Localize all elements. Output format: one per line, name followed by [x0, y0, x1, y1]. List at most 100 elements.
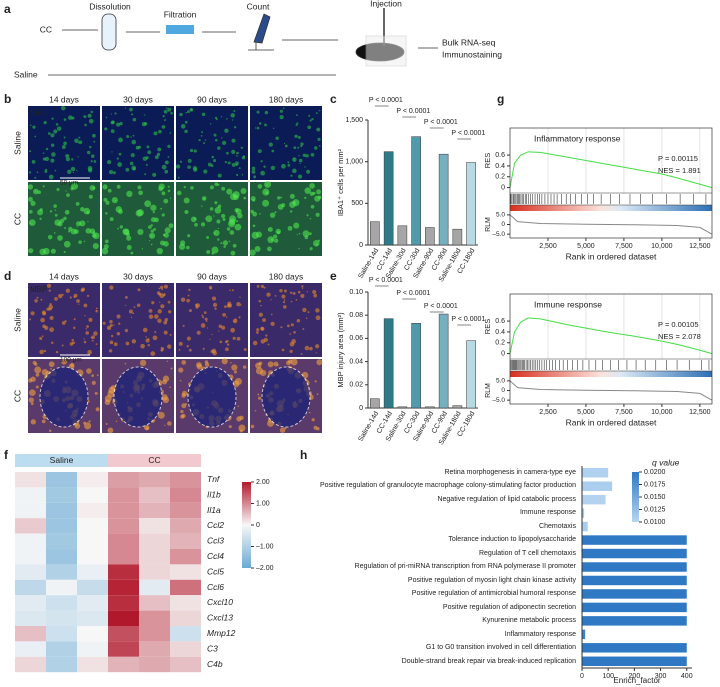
p-value: P < 0.0001: [396, 290, 430, 297]
panel-label: e: [330, 269, 337, 283]
heat-cell: [77, 549, 108, 565]
texture: [39, 248, 46, 256]
texture: [204, 139, 207, 141]
category-label-box: Regulation of T cell chemotaxis: [479, 550, 576, 557]
y-tick-label: 1,000: [345, 159, 363, 166]
heat-cell: [15, 564, 46, 580]
heat-cell: [108, 502, 139, 519]
texture: [175, 164, 181, 169]
texture: [28, 209, 33, 214]
microscope: [248, 13, 274, 51]
texture: [34, 190, 37, 192]
category-label-box: Positive regulation of adiponectin secre…: [443, 604, 576, 611]
texture: [273, 361, 279, 367]
texture: [238, 424, 246, 432]
texture: [126, 134, 130, 138]
texture: [150, 204, 157, 211]
texture: [254, 127, 257, 129]
texture: [280, 326, 283, 329]
texture: [262, 188, 270, 196]
texture: [232, 336, 236, 340]
bar: [582, 468, 609, 478]
texture: [115, 206, 122, 213]
texture: [186, 245, 190, 250]
heat-cell: [46, 610, 77, 626]
texture: [125, 341, 130, 346]
texture: [72, 171, 74, 174]
res-curve: [509, 151, 713, 189]
texture: [160, 285, 164, 289]
texture: [211, 155, 215, 159]
p-value: P < 0.0001: [424, 119, 458, 126]
texture: [179, 160, 183, 163]
heat-cell: [77, 610, 108, 626]
texture: [230, 113, 235, 118]
heat-cell: [139, 487, 170, 503]
texture: [54, 209, 57, 211]
texture: [125, 167, 130, 172]
texture: [66, 193, 70, 197]
texture: [236, 301, 241, 307]
texture: [241, 174, 244, 176]
category-label-box: Chemotaxis: [539, 523, 576, 530]
texture: [57, 235, 63, 241]
texture: [187, 294, 190, 297]
texture: [213, 159, 217, 163]
texture: [49, 315, 54, 321]
texture: [238, 167, 241, 170]
bar: [438, 153, 449, 246]
texture: [289, 349, 293, 353]
texture: [146, 145, 150, 149]
texture: [202, 316, 205, 319]
texture: [203, 169, 208, 174]
texture: [43, 349, 47, 353]
texture: [137, 288, 141, 292]
heat-cell: [139, 656, 170, 673]
legend-title: q value: [652, 457, 680, 467]
texture: [193, 167, 198, 172]
texture: [163, 330, 168, 335]
texture: [313, 293, 318, 298]
bar: [466, 340, 476, 409]
texture: [109, 170, 114, 175]
p-value: P = 0.00115: [658, 154, 698, 163]
texture: [196, 363, 203, 370]
texture: [156, 247, 164, 255]
texture: [75, 201, 80, 206]
texture: [161, 191, 166, 196]
texture: [113, 324, 115, 326]
texture: [289, 210, 293, 213]
texture: [85, 327, 88, 330]
texture: [182, 324, 185, 327]
panel-label: b: [4, 92, 11, 106]
texture: [210, 349, 215, 354]
colorbar-label: –1.00: [256, 543, 274, 550]
texture: [116, 122, 121, 127]
texture: [67, 154, 70, 157]
texture: [145, 156, 149, 160]
texture: [67, 169, 72, 175]
texture: [205, 215, 213, 223]
texture: [296, 114, 298, 117]
texture: [130, 136, 132, 138]
texture: [217, 183, 220, 186]
texture: [60, 218, 65, 223]
texture: [150, 243, 153, 246]
texture: [257, 149, 262, 154]
heat-cell: [170, 641, 201, 657]
texture: [48, 429, 52, 433]
texture: [161, 125, 166, 129]
texture: [267, 246, 272, 252]
texture: [145, 426, 149, 431]
texture: [176, 190, 182, 196]
heat-cell: [170, 487, 201, 503]
texture: [211, 296, 217, 301]
texture: [229, 230, 235, 235]
heat-cell: [15, 549, 46, 565]
texture: [85, 331, 90, 335]
texture: [181, 360, 187, 365]
texture: [65, 190, 67, 192]
p-value: P < 0.0001: [424, 303, 458, 310]
texture: [61, 358, 68, 365]
texture: [89, 145, 92, 149]
